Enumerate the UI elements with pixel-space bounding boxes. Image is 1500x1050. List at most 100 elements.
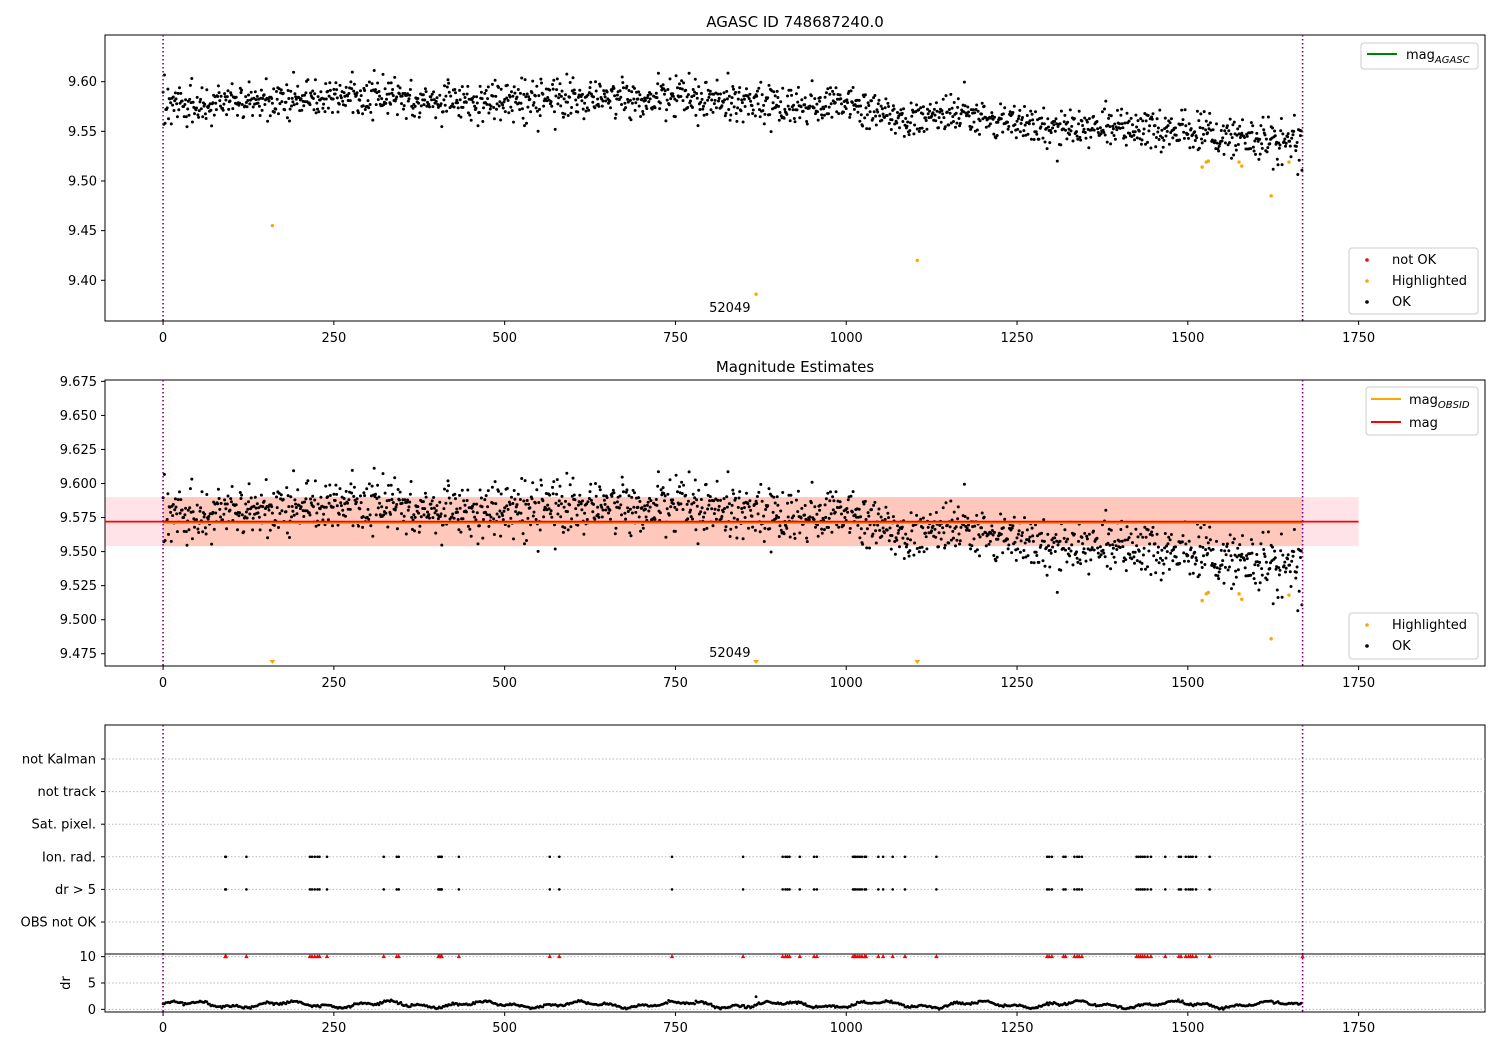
ok-point bbox=[453, 88, 457, 91]
ok-point bbox=[565, 471, 569, 475]
ok-point bbox=[587, 497, 591, 500]
ok-point bbox=[1294, 570, 1298, 574]
ok-point bbox=[1191, 145, 1195, 149]
ok-point bbox=[661, 486, 665, 490]
ok-point bbox=[229, 93, 233, 97]
ok-point bbox=[214, 108, 218, 112]
ok-point bbox=[173, 497, 177, 501]
ok-point bbox=[1072, 117, 1076, 121]
ok-point bbox=[1251, 145, 1255, 149]
ok-point bbox=[481, 536, 485, 540]
flag-point bbox=[548, 855, 552, 859]
ok-point bbox=[849, 494, 853, 498]
ok-point bbox=[509, 105, 513, 109]
ok-point bbox=[912, 132, 916, 136]
ok-point bbox=[1171, 559, 1175, 563]
ok-point bbox=[225, 527, 229, 531]
ok-point bbox=[472, 95, 476, 99]
ok-point bbox=[886, 101, 890, 105]
ok-point bbox=[896, 111, 899, 114]
flag-point bbox=[245, 888, 248, 891]
ok-point bbox=[1225, 542, 1229, 546]
ok-point bbox=[394, 505, 398, 509]
ok-point bbox=[1222, 152, 1226, 156]
ok-point bbox=[469, 118, 473, 122]
ok-point bbox=[631, 488, 635, 492]
ok-point bbox=[742, 506, 746, 510]
ok-point bbox=[799, 516, 803, 520]
ok-point bbox=[254, 98, 258, 102]
ok-point bbox=[1103, 133, 1107, 137]
ok-point bbox=[204, 532, 208, 536]
ok-point bbox=[466, 84, 470, 88]
ok-point bbox=[368, 103, 372, 106]
y-tick-label: 9.675 bbox=[60, 375, 97, 390]
ok-point bbox=[730, 101, 733, 105]
ok-point bbox=[1108, 125, 1112, 129]
ok-point bbox=[1217, 577, 1221, 581]
ok-point bbox=[758, 108, 761, 112]
ok-point bbox=[280, 100, 284, 104]
ok-point bbox=[952, 510, 956, 514]
ok-point bbox=[668, 478, 672, 482]
legend-marker-label: OK bbox=[1392, 639, 1411, 654]
flag-row-label: OBS not OK bbox=[21, 916, 97, 931]
ok-point bbox=[475, 511, 479, 515]
ok-point bbox=[287, 97, 291, 100]
ok-point bbox=[1041, 559, 1045, 563]
ok-point bbox=[337, 512, 341, 516]
ok-point bbox=[1042, 539, 1046, 543]
ok-point bbox=[253, 495, 257, 499]
ok-point bbox=[468, 527, 472, 531]
ok-point bbox=[731, 85, 735, 88]
ok-point bbox=[796, 510, 800, 514]
ok-point bbox=[1253, 563, 1257, 567]
ok-point bbox=[1111, 124, 1115, 128]
dr-point bbox=[709, 1002, 713, 1006]
ok-point bbox=[391, 88, 395, 91]
ok-point bbox=[292, 513, 296, 517]
ok-point bbox=[630, 90, 634, 94]
ok-point bbox=[277, 491, 281, 495]
ok-point bbox=[1053, 550, 1057, 553]
ok-point bbox=[1186, 554, 1190, 557]
dr-point bbox=[1002, 1005, 1005, 1009]
ok-point bbox=[803, 103, 807, 107]
ok-point bbox=[755, 502, 759, 505]
ok-point bbox=[372, 69, 376, 72]
ok-point bbox=[376, 98, 380, 101]
ok-point bbox=[883, 531, 886, 535]
ok-point bbox=[303, 93, 306, 97]
ok-point bbox=[465, 92, 469, 96]
ok-point bbox=[295, 102, 299, 106]
ok-point bbox=[1118, 546, 1122, 549]
ok-point bbox=[1040, 531, 1044, 535]
ok-point bbox=[600, 505, 604, 509]
ok-point bbox=[1182, 551, 1186, 555]
ok-point bbox=[294, 95, 298, 99]
ok-point bbox=[986, 533, 990, 536]
flag-point bbox=[308, 855, 312, 859]
ok-point bbox=[195, 518, 198, 522]
ok-point bbox=[522, 92, 526, 96]
ok-point bbox=[391, 492, 395, 496]
ok-point bbox=[566, 528, 570, 532]
ok-point bbox=[1220, 139, 1224, 143]
ok-point bbox=[190, 537, 194, 541]
ok-point bbox=[1240, 131, 1244, 135]
ok-point bbox=[995, 134, 999, 137]
ok-point bbox=[487, 111, 491, 115]
ok-point bbox=[769, 550, 773, 554]
ok-point bbox=[673, 505, 677, 509]
ok-point bbox=[248, 102, 252, 106]
ok-point bbox=[562, 97, 566, 101]
ok-point bbox=[483, 91, 487, 95]
flag-point bbox=[318, 888, 321, 891]
ok-point bbox=[1039, 125, 1043, 129]
ok-point bbox=[1200, 137, 1203, 141]
dr-flag-marker bbox=[1207, 954, 1212, 959]
legend-marker bbox=[1365, 644, 1369, 648]
ok-point bbox=[516, 88, 520, 91]
ok-point bbox=[483, 498, 487, 502]
ok-point bbox=[503, 506, 507, 510]
